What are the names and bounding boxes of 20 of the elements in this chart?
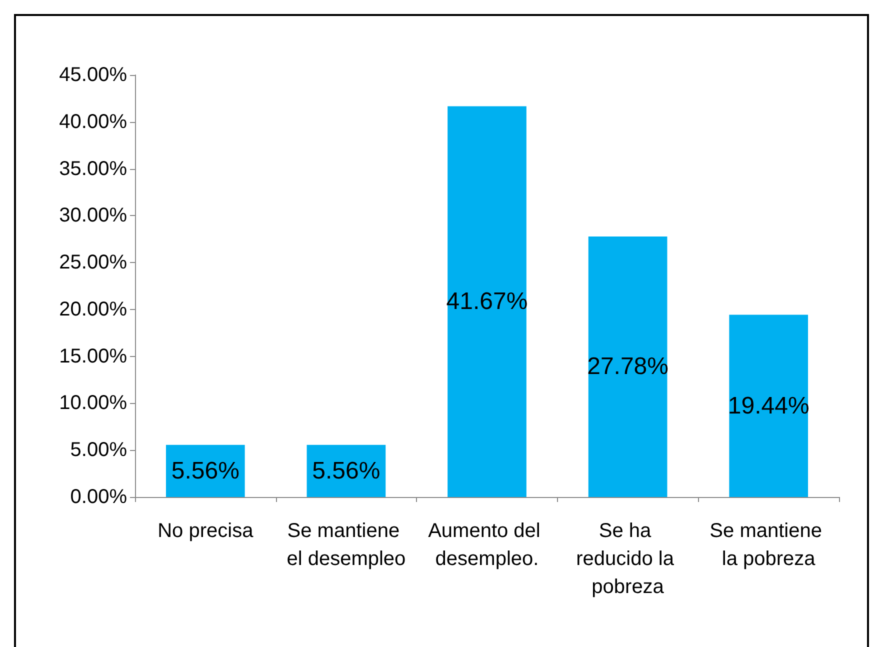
x-tick-label: Aumento del desempleo. [428,520,546,570]
bar [588,236,668,497]
y-tick-label: 35.00% [59,158,128,180]
y-tick-label: 40.00% [59,110,128,133]
y-tick-label: 10.00% [59,392,128,414]
y-tick-label: 15.00% [59,345,128,368]
y-tick-label: 0.00% [70,486,128,508]
x-tick-label: Se ha reducido la pobreza [576,520,680,598]
y-tick-label: 20.00% [59,298,128,320]
y-tick-label: 30.00% [59,204,128,227]
bar [729,314,808,497]
data-label: 5.56% [171,457,240,484]
data-label: 5.56% [312,457,380,484]
y-tick-label: 5.00% [70,439,128,462]
x-tick-label: Se mantiene la pobreza [710,520,828,570]
y-tick-label: 45.00% [59,64,128,86]
y-tick-label: 25.00% [59,252,128,274]
x-tick-label: Se mantiene el desempleo [286,520,406,570]
x-tick-label: No precisa [158,520,254,542]
bar [448,106,526,497]
